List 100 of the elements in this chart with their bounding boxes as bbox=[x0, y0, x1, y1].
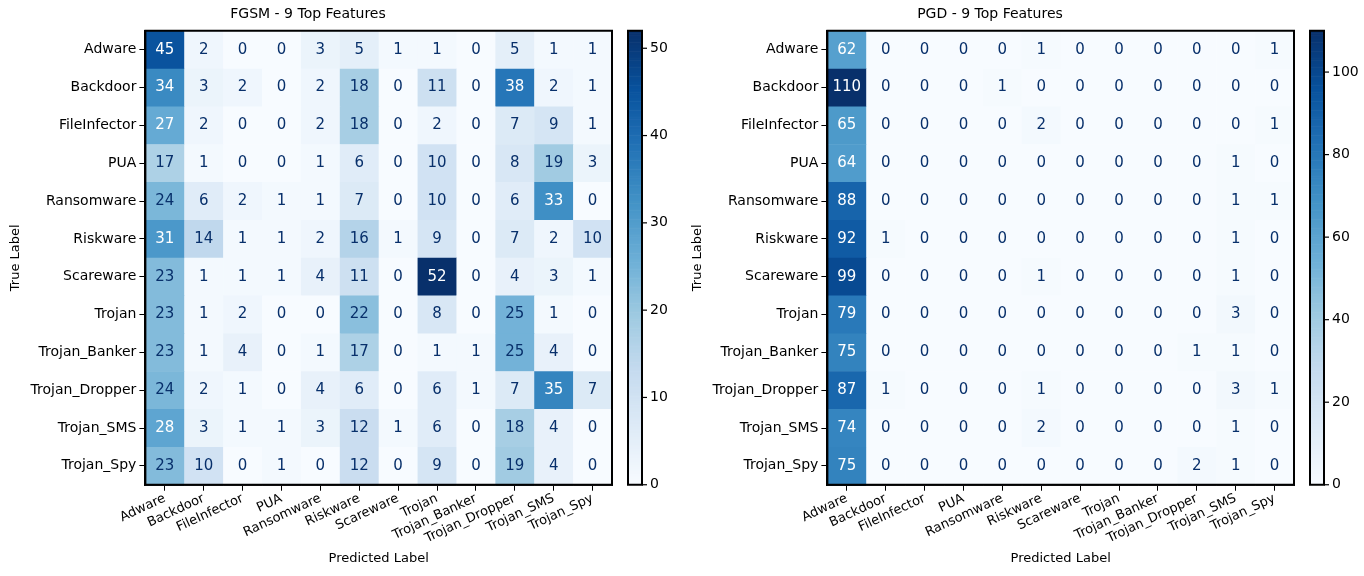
data-label: 2 bbox=[237, 77, 248, 96]
data-label: 1 bbox=[1230, 190, 1241, 209]
data-label: 19 bbox=[544, 153, 564, 172]
data-label: 0 bbox=[997, 417, 1008, 436]
data-label: 1 bbox=[276, 266, 287, 285]
data-label: 1 bbox=[432, 39, 442, 58]
data-label: 2 bbox=[1192, 455, 1202, 474]
data-label: 1 bbox=[1192, 342, 1202, 361]
data-label: 23 bbox=[155, 304, 175, 323]
data-label: 0 bbox=[1153, 228, 1163, 247]
data-label: 0 bbox=[276, 77, 287, 96]
data-label: 0 bbox=[1075, 39, 1085, 58]
data-label: 0 bbox=[276, 39, 287, 58]
data-label: 1 bbox=[198, 342, 209, 361]
color-bar-label: 20 bbox=[650, 300, 668, 317]
y-tick-label: Trojan bbox=[775, 305, 819, 322]
data-label: 0 bbox=[1269, 77, 1280, 96]
data-label: 0 bbox=[1036, 304, 1047, 323]
y-tick-label: Backdoor bbox=[752, 78, 819, 95]
data-label: 0 bbox=[997, 115, 1008, 134]
data-label: 1 bbox=[432, 342, 442, 361]
data-label: 3 bbox=[198, 77, 209, 96]
data-label: 0 bbox=[1269, 342, 1280, 361]
data-label: 0 bbox=[1114, 455, 1124, 474]
data-label: 2 bbox=[548, 77, 559, 96]
data-label: 0 bbox=[1153, 455, 1163, 474]
data-label: 0 bbox=[237, 115, 248, 134]
data-label: 0 bbox=[997, 342, 1008, 361]
data-label: 7 bbox=[510, 380, 520, 399]
data-label: 0 bbox=[1230, 77, 1241, 96]
data-label: 1 bbox=[315, 153, 326, 172]
data-label: 0 bbox=[919, 228, 930, 247]
x-axis-title: Predicted Label bbox=[328, 549, 429, 565]
data-label: 2 bbox=[237, 304, 248, 323]
data-label: 65 bbox=[837, 115, 857, 134]
data-label: 0 bbox=[471, 228, 481, 247]
data-label: 6 bbox=[354, 380, 365, 399]
data-label: 17 bbox=[349, 342, 369, 361]
data-label: 10 bbox=[427, 190, 447, 209]
data-label: 0 bbox=[393, 115, 403, 134]
data-label: 0 bbox=[1192, 228, 1202, 247]
data-label: 6 bbox=[432, 417, 442, 436]
data-label: 2 bbox=[1036, 417, 1047, 436]
y-tick-label: FileInfector bbox=[740, 116, 819, 133]
data-label: 0 bbox=[1075, 228, 1085, 247]
data-label: 38 bbox=[505, 77, 525, 96]
data-label: 18 bbox=[349, 77, 369, 96]
data-label: 1 bbox=[315, 342, 326, 361]
data-label: 1 bbox=[997, 77, 1008, 96]
data-label: 1 bbox=[1230, 342, 1241, 361]
data-label: 45 bbox=[155, 39, 175, 58]
data-label: 22 bbox=[349, 304, 369, 323]
data-label: 0 bbox=[1075, 190, 1085, 209]
data-label: 0 bbox=[1269, 266, 1280, 285]
y-axis-title: True Label bbox=[689, 224, 705, 293]
data-label: 24 bbox=[155, 380, 175, 399]
data-label: 0 bbox=[1075, 115, 1085, 134]
data-label: 0 bbox=[587, 455, 598, 474]
color-bar-label: 40 bbox=[650, 126, 668, 143]
color-bar-label: 30 bbox=[650, 213, 668, 230]
y-tick-label: Scareware bbox=[63, 267, 137, 284]
data-label: 0 bbox=[1075, 266, 1085, 285]
data-label: 1 bbox=[1036, 39, 1047, 58]
y-tick-label: Adware bbox=[84, 40, 137, 57]
data-label: 0 bbox=[919, 417, 930, 436]
data-label: 0 bbox=[315, 455, 326, 474]
data-label: 1 bbox=[471, 380, 481, 399]
data-label: 6 bbox=[354, 153, 365, 172]
data-label: 9 bbox=[432, 455, 442, 474]
data-label: 0 bbox=[958, 342, 969, 361]
data-label: 4 bbox=[548, 342, 559, 361]
data-label: 0 bbox=[1192, 417, 1202, 436]
data-label: 52 bbox=[427, 266, 447, 285]
data-label: 1 bbox=[276, 228, 287, 247]
data-label: 4 bbox=[510, 266, 520, 285]
data-label: 0 bbox=[880, 304, 891, 323]
data-label: 0 bbox=[471, 39, 481, 58]
data-label: 9 bbox=[548, 115, 559, 134]
data-label: 3 bbox=[548, 266, 559, 285]
data-label: 0 bbox=[880, 39, 891, 58]
data-label: 2 bbox=[432, 115, 442, 134]
color-bar-label: 20 bbox=[1332, 392, 1350, 409]
y-tick-label: Backdoor bbox=[70, 78, 137, 95]
data-label: 6 bbox=[510, 190, 520, 209]
data-label: 0 bbox=[237, 39, 248, 58]
data-label: 0 bbox=[393, 266, 403, 285]
data-label: 12 bbox=[349, 417, 369, 436]
data-label: 2 bbox=[198, 380, 209, 399]
y-tick-label: Riskware bbox=[755, 229, 819, 246]
data-label: 75 bbox=[837, 342, 857, 361]
data-label: 12 bbox=[349, 455, 369, 474]
data-label: 64 bbox=[837, 153, 857, 172]
data-label: 0 bbox=[997, 153, 1008, 172]
y-tick-label: Ransomware bbox=[727, 191, 819, 208]
data-label: 0 bbox=[919, 342, 930, 361]
data-label: 3 bbox=[1230, 380, 1241, 399]
data-label: 88 bbox=[837, 190, 857, 209]
data-label: 0 bbox=[471, 153, 481, 172]
data-label: 0 bbox=[1269, 455, 1280, 474]
data-label: 87 bbox=[837, 380, 857, 399]
